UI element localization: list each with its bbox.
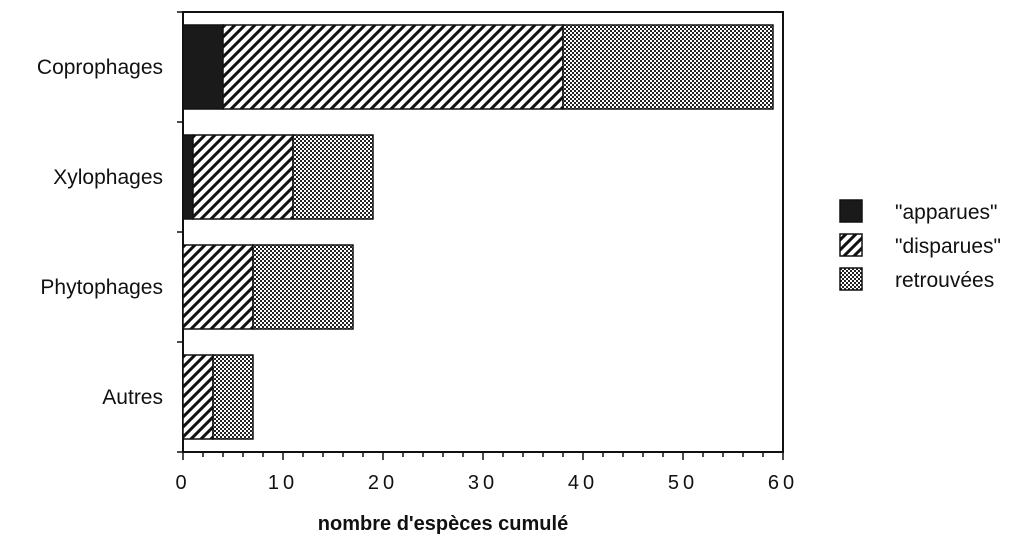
bar-segment-coprophages-1: [222, 24, 564, 110]
legend-label: "apparues": [895, 201, 997, 224]
category-label: Autres: [102, 386, 163, 409]
category-label: Xylophages: [53, 166, 163, 189]
x-tick-label: 50: [668, 472, 698, 494]
legend-swatch: [839, 199, 863, 223]
category-label: Phytophages: [40, 276, 163, 299]
legend-swatch: [839, 233, 863, 257]
bar-segment-xylophages-0: [182, 134, 194, 220]
legend-label: retrouvées: [895, 269, 994, 292]
bar-segment-coprophages-0: [182, 24, 224, 110]
x-tick-label: 40: [568, 472, 598, 494]
x-axis-title: nombre d'espèces cumulé: [318, 513, 568, 535]
legend: "apparues" "disparues" retrouvées: [839, 199, 1001, 292]
legend-label: "disparues": [895, 235, 1001, 258]
bar-segment-xylophages-1: [192, 134, 294, 220]
bar-segment-phytophages-2: [252, 244, 354, 330]
x-tick-label: 10: [268, 472, 298, 494]
x-tick-label: 20: [368, 472, 398, 494]
bar-segment-autres-1: [182, 354, 214, 440]
category-label: Coprophages: [37, 56, 163, 79]
x-tick-label: 30: [468, 472, 498, 494]
plot-area: Coprophages Xylophages Phytophages Autres 0 1…: [37, 11, 798, 535]
bar-segment-coprophages-2: [562, 24, 774, 110]
bar-segment-phytophages-1: [182, 244, 254, 330]
bar-segment-xylophages-2: [292, 134, 374, 220]
legend-swatch: [839, 267, 863, 291]
x-tick-label: 0: [175, 472, 190, 494]
x-tick-label: 60: [768, 472, 798, 494]
bar-segment-autres-2: [212, 354, 254, 440]
